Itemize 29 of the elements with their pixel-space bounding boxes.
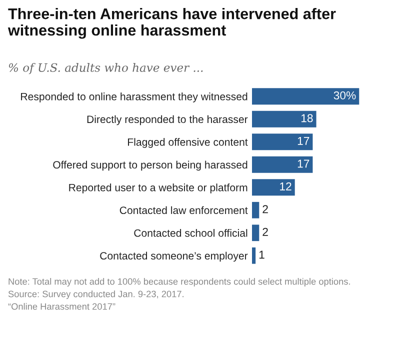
bar	[252, 110, 316, 128]
text: % of U.S. adults who have ever ...	[8, 63, 203, 74]
chart-title: Three-in-ten Americans have intervened after witnessing online harassment	[8, 8, 336, 39]
data-label: 17	[298, 136, 310, 145]
bar	[252, 134, 313, 150]
data-label: 2	[262, 205, 268, 214]
y-tick-label: Contacted someone’s employer	[100, 252, 248, 262]
data-label: 1	[259, 250, 264, 259]
y-tick-label: Responded to online harassment they witnessed	[21, 92, 248, 102]
y-tick-label: Directly responded to the harasser	[87, 115, 248, 126]
bar	[252, 179, 295, 196]
data-label: 17	[298, 160, 310, 168]
data-label: 12	[280, 182, 292, 190]
y-tick-label: Reported user to a website or platform	[69, 184, 248, 194]
y-tick-label: Flagged offensive content	[128, 138, 248, 148]
y-tick-label: Contacted law enforcement	[120, 206, 248, 214]
bar	[252, 224, 260, 242]
bar	[252, 156, 313, 173]
bar	[252, 247, 256, 264]
data-label: 2	[262, 228, 268, 236]
bar	[252, 88, 360, 105]
y-tick-label: Offered support to person being harassed	[53, 160, 248, 171]
y-tick-label: Contacted school official	[134, 229, 248, 237]
data-label: 18	[301, 114, 313, 122]
source-note: Source: Survey conducted Jan. 9-23, 2017.	[8, 290, 184, 300]
text: “Online Harassment 2017”	[8, 303, 116, 310]
bar	[252, 202, 260, 218]
text: Note: Total may not add to 100% because respondents could select multiple options.	[8, 278, 350, 287]
data-label: 30%	[334, 91, 356, 100]
